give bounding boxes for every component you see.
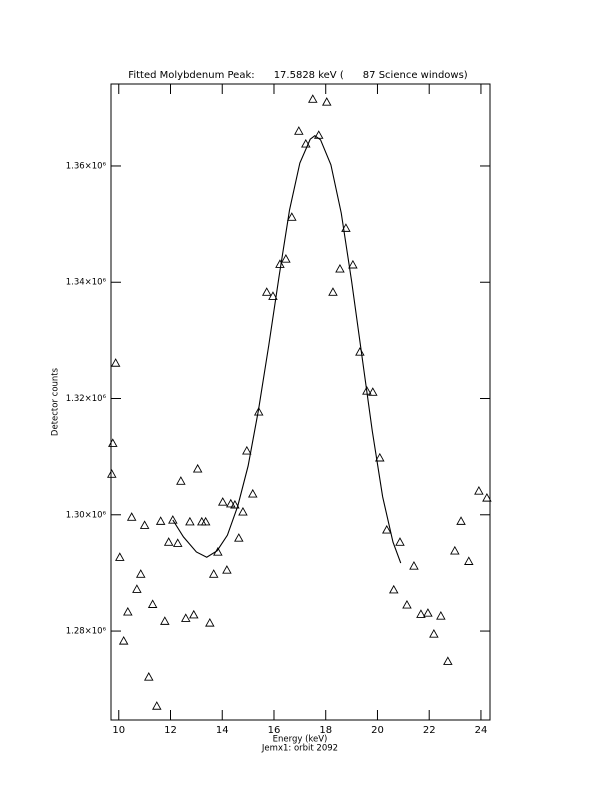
data-point bbox=[474, 486, 484, 495]
data-point bbox=[135, 569, 146, 578]
data-point bbox=[268, 291, 278, 300]
data-point bbox=[172, 538, 183, 547]
data-point bbox=[107, 469, 117, 478]
x-tick-label: 20 bbox=[371, 725, 384, 736]
data-point bbox=[294, 126, 304, 135]
x-tick-label: 14 bbox=[216, 725, 229, 736]
x-axis-label: Energy (keV) bbox=[273, 735, 328, 745]
data-point bbox=[160, 616, 170, 625]
x-tick-label: 12 bbox=[164, 725, 177, 736]
data-point bbox=[253, 406, 264, 416]
data-point bbox=[328, 287, 338, 296]
y-tick-label: 1.36×10⁶ bbox=[66, 161, 107, 171]
data-point bbox=[185, 516, 195, 526]
y-tick-label: 1.30×10⁶ bbox=[66, 510, 107, 520]
data-point bbox=[429, 629, 439, 638]
data-point bbox=[382, 524, 392, 534]
y-axis-label: Detector counts bbox=[51, 367, 61, 436]
data-point bbox=[238, 506, 248, 516]
data-point bbox=[155, 516, 166, 525]
data-point bbox=[168, 515, 178, 524]
data-point bbox=[321, 97, 332, 106]
data-point bbox=[281, 254, 291, 263]
data-point bbox=[234, 533, 244, 542]
data-point bbox=[423, 608, 433, 617]
data-point bbox=[443, 656, 453, 665]
subtitle: Jemx1: orbit 2092 bbox=[261, 744, 338, 754]
data-point bbox=[208, 569, 219, 578]
data-point bbox=[152, 701, 162, 710]
fit-line bbox=[172, 135, 402, 564]
data-point bbox=[375, 452, 385, 462]
data-point bbox=[335, 263, 345, 273]
data-point bbox=[287, 212, 297, 221]
data-point bbox=[192, 463, 203, 473]
data-point bbox=[308, 94, 318, 103]
data-point bbox=[147, 599, 158, 608]
data-point bbox=[368, 387, 378, 396]
data-point bbox=[242, 445, 252, 455]
data-point bbox=[261, 287, 272, 296]
x-tick-label: 10 bbox=[112, 725, 125, 736]
data-point bbox=[348, 259, 358, 269]
chart-title: Fitted Molybdenum Peak: 17.5828 keV ( 87… bbox=[128, 70, 468, 81]
data-point bbox=[176, 476, 186, 485]
data-point bbox=[181, 613, 191, 622]
y-tick-label: 1.34×10⁶ bbox=[66, 278, 107, 288]
plot-frame bbox=[110, 83, 491, 721]
x-tick-label: 24 bbox=[475, 725, 488, 736]
data-point bbox=[388, 584, 399, 594]
data-point bbox=[132, 584, 142, 593]
x-tick-label: 22 bbox=[423, 725, 436, 736]
data-point bbox=[139, 520, 150, 529]
data-point bbox=[123, 606, 133, 616]
data-point bbox=[402, 599, 412, 609]
data-point bbox=[248, 488, 258, 498]
y-tick-label: 1.28×10⁶ bbox=[66, 627, 107, 637]
data-point bbox=[189, 609, 199, 619]
data-point bbox=[163, 537, 174, 546]
data-point bbox=[409, 561, 419, 570]
data-point bbox=[110, 358, 121, 367]
data-point bbox=[217, 497, 228, 506]
data-point bbox=[222, 565, 232, 574]
data-point bbox=[115, 552, 125, 561]
data-point bbox=[200, 516, 211, 526]
data-point bbox=[144, 672, 154, 681]
data-point bbox=[456, 516, 466, 525]
data-point bbox=[126, 512, 137, 521]
data-point bbox=[436, 611, 446, 620]
data-point bbox=[118, 636, 129, 645]
data-point bbox=[230, 499, 240, 509]
x-tick-label: 16 bbox=[268, 725, 281, 736]
data-point bbox=[416, 609, 426, 618]
data-point bbox=[205, 617, 215, 627]
data-point bbox=[226, 498, 236, 508]
data-point bbox=[450, 545, 460, 555]
data-point bbox=[482, 492, 492, 502]
data-point bbox=[395, 537, 405, 546]
x-tick-label: 18 bbox=[319, 725, 332, 736]
data-point bbox=[108, 438, 118, 447]
y-tick-label: 1.32×10⁶ bbox=[66, 394, 107, 404]
data-point bbox=[464, 556, 474, 565]
